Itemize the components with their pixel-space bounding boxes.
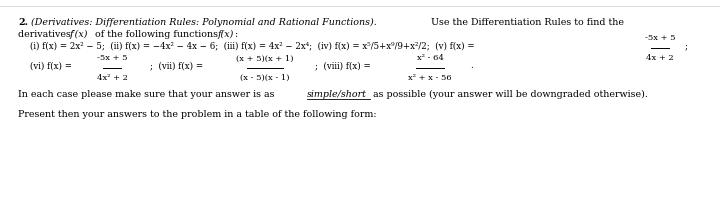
Text: (x + 5)(x + 1): (x + 5)(x + 1) xyxy=(236,54,294,62)
Text: 2.: 2. xyxy=(18,18,28,27)
Text: (Derivatives: Differentiation Rules: Polynomial and Rational Functions).: (Derivatives: Differentiation Rules: Pol… xyxy=(28,18,377,27)
Text: ;  (vii) f(x) =: ; (vii) f(x) = xyxy=(150,62,203,70)
Text: .: . xyxy=(470,62,473,70)
Text: x² + x - 56: x² + x - 56 xyxy=(408,73,452,81)
Text: Present then your answers to the problem in a table of the following form:: Present then your answers to the problem… xyxy=(18,110,377,119)
Text: derivatives: derivatives xyxy=(18,30,74,39)
Text: x² - 64: x² - 64 xyxy=(417,54,444,62)
Text: -5x + 5: -5x + 5 xyxy=(644,35,675,43)
Text: ;: ; xyxy=(685,41,688,51)
Text: as possible (your answer will be downgraded otherwise).: as possible (your answer will be downgra… xyxy=(370,90,648,99)
Text: 4x + 2: 4x + 2 xyxy=(646,54,674,62)
Text: 4x² + 2: 4x² + 2 xyxy=(96,73,127,81)
Text: Use the Differentiation Rules to find the: Use the Differentiation Rules to find th… xyxy=(428,18,624,27)
Text: (x - 5)(x - 1): (x - 5)(x - 1) xyxy=(240,73,289,81)
Text: ;  (viii) f(x) =: ; (viii) f(x) = xyxy=(315,62,371,70)
Text: :: : xyxy=(234,30,238,39)
Text: f′(x): f′(x) xyxy=(70,30,89,39)
Text: f(x): f(x) xyxy=(218,30,235,39)
Text: of the following functions: of the following functions xyxy=(92,30,221,39)
Text: simple/short: simple/short xyxy=(307,90,367,99)
Text: -5x + 5: -5x + 5 xyxy=(96,54,127,62)
Text: In each case please make sure that your answer is as: In each case please make sure that your … xyxy=(18,90,277,99)
Text: (i) f(x) = 2x² − 5;  (ii) f(x) = −4x² − 4x − 6;  (iii) f(x) = 4x² − 2x⁴;  (iv) f: (i) f(x) = 2x² − 5; (ii) f(x) = −4x² − 4… xyxy=(30,41,474,51)
Text: (vi) f(x) =: (vi) f(x) = xyxy=(30,62,72,70)
